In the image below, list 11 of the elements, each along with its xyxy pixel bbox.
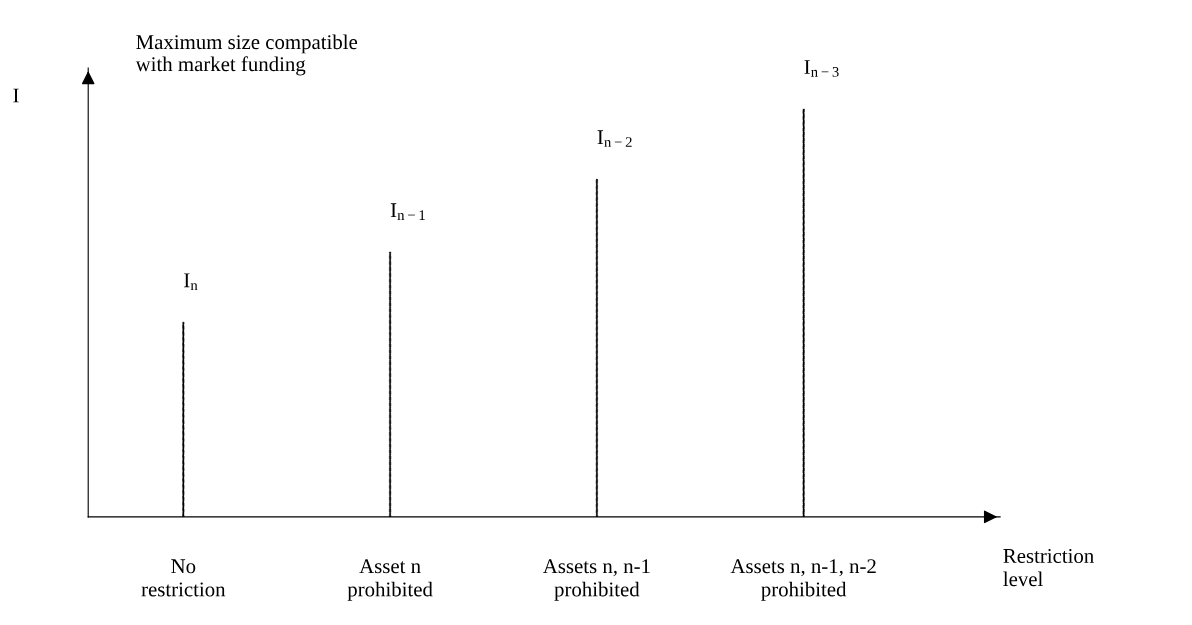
x-tick-label: Assets n, n-1, n-2 prohibited: [730, 559, 876, 601]
text: Maximum size compatible with market funding: [135, 34, 358, 76]
annotation: I$_{n−1}$: [390, 203, 425, 220]
x-tick-label: Assets n, n-1 prohibited: [542, 559, 650, 601]
annotation: I$_{n}$: [184, 273, 198, 291]
annotation: I$_{n−2}$: [597, 130, 632, 147]
y-axis-title: I: [13, 88, 19, 103]
x-axis-title: Restriction level: [1003, 548, 1094, 587]
annotation: I$_{n−3}$: [804, 60, 839, 77]
x-tick-label: No restriction: [141, 559, 226, 597]
x-tick-label: Asset n prohibited: [347, 559, 433, 601]
